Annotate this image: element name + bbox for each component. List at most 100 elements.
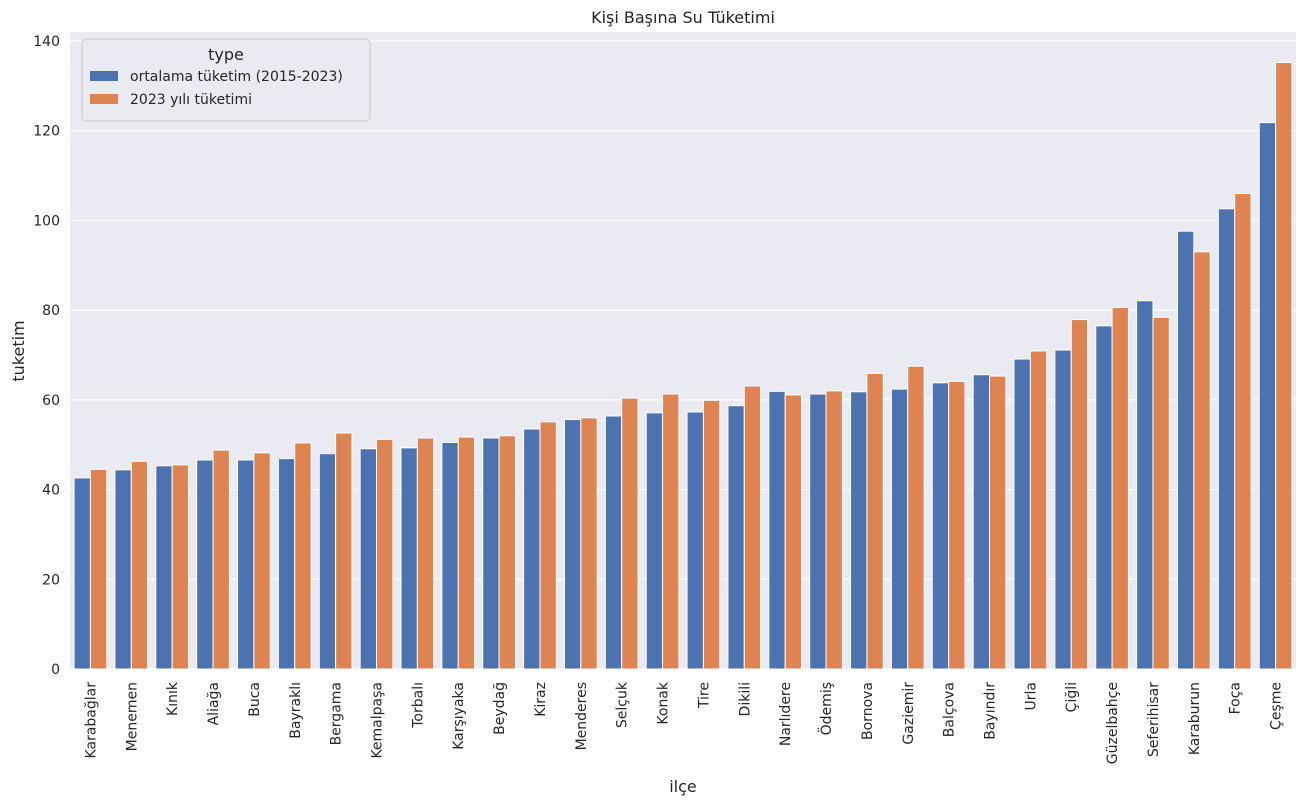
bar-series-0-6 bbox=[318, 453, 337, 670]
bar-series-1-15 bbox=[702, 399, 721, 670]
x-tick-label: Menemen bbox=[124, 682, 140, 751]
x-tick-label: Çeşme bbox=[1269, 682, 1285, 730]
x-tick-label: Balçova bbox=[942, 682, 958, 737]
bar-series-1-20 bbox=[907, 365, 925, 670]
x-tick-label: Aliağa bbox=[206, 682, 222, 725]
x-tick-label: Çiğli bbox=[1064, 682, 1080, 712]
y-axis-title: tuketim bbox=[9, 320, 28, 381]
bar-series-0-14 bbox=[645, 412, 664, 670]
bar-series-1-3 bbox=[212, 449, 230, 670]
x-tick-label: Tire bbox=[696, 682, 712, 709]
bar-series-0-29 bbox=[1258, 122, 1277, 670]
bar-series-0-26 bbox=[1136, 300, 1154, 670]
x-tick-label: Buca bbox=[247, 682, 263, 717]
y-axis: 0 20 40 60 80 100 120 140 bbox=[33, 34, 60, 678]
x-tick-label: Menderes bbox=[574, 682, 590, 750]
x-tick-label: Bayraklı bbox=[288, 682, 304, 739]
legend-title: type bbox=[208, 45, 244, 64]
bar-series-0-12 bbox=[563, 419, 582, 670]
bar-series-1-27 bbox=[1193, 251, 1211, 670]
x-tick-label: Konak bbox=[656, 681, 672, 725]
y-tick-label: 120 bbox=[33, 124, 60, 140]
legend-swatch-series-1 bbox=[90, 94, 118, 104]
bar-series-0-28 bbox=[1217, 208, 1236, 670]
bar-series-1-29 bbox=[1275, 62, 1293, 670]
bar-series-1-14 bbox=[662, 393, 680, 670]
bar-series-1-7 bbox=[376, 438, 394, 670]
bar-series-0-2 bbox=[155, 465, 173, 670]
bar-series-0-17 bbox=[768, 390, 786, 670]
bar-series-1-12 bbox=[580, 417, 598, 670]
bar-series-0-8 bbox=[400, 447, 418, 670]
bar-series-0-10 bbox=[482, 437, 500, 670]
legend-label-series-1: 2023 yılı tüketimi bbox=[130, 92, 252, 108]
x-tick-label: Beydağ bbox=[492, 682, 508, 735]
x-tick-label: Gaziemir bbox=[901, 682, 917, 745]
x-tick-label: Torbalı bbox=[410, 682, 426, 729]
bar-series-1-28 bbox=[1234, 193, 1252, 670]
x-tick-label: Urla bbox=[1023, 682, 1039, 710]
y-tick-label: 80 bbox=[42, 303, 60, 319]
bar-series-1-19 bbox=[866, 372, 884, 670]
y-tick-label: 20 bbox=[42, 572, 60, 588]
bar-series-0-19 bbox=[850, 391, 868, 670]
x-tick-label: Narlıdere bbox=[778, 682, 794, 746]
bar-series-0-22 bbox=[972, 374, 990, 670]
bar-series-0-3 bbox=[196, 459, 214, 670]
bar-series-0-7 bbox=[359, 448, 377, 670]
bar-series-0-5 bbox=[277, 458, 296, 670]
bar-series-0-20 bbox=[890, 388, 909, 670]
bar-series-0-13 bbox=[604, 415, 623, 670]
bar-series-0-25 bbox=[1095, 325, 1113, 670]
x-tick-label: Karşıyaka bbox=[451, 682, 467, 750]
bar-series-1-5 bbox=[294, 442, 312, 670]
bar-series-1-11 bbox=[539, 421, 557, 670]
bar-series-0-15 bbox=[686, 411, 704, 670]
y-tick-label: 60 bbox=[42, 393, 60, 409]
x-tick-label: Kiraz bbox=[533, 682, 549, 717]
x-tick-label: Karabağlar bbox=[83, 682, 99, 759]
x-tick-label: Foça bbox=[1228, 682, 1244, 714]
bar-series-1-16 bbox=[743, 385, 762, 670]
y-tick-label: 140 bbox=[33, 34, 60, 50]
chart-title: Kişi Başına Su Tüketimi bbox=[591, 8, 775, 27]
bar-series-1-6 bbox=[335, 432, 353, 670]
bar-series-0-9 bbox=[441, 441, 459, 670]
plot-area bbox=[70, 32, 1296, 669]
x-tick-label: Bayındır bbox=[983, 682, 999, 740]
x-tick-label: Güzelbahçe bbox=[1105, 682, 1121, 764]
bar-series-1-18 bbox=[825, 390, 843, 670]
bar-series-1-0 bbox=[89, 468, 108, 670]
legend-label-series-0: ortalama tüketim (2015-2023) bbox=[130, 69, 343, 85]
y-tick-label: 100 bbox=[33, 213, 60, 229]
bar-series-0-18 bbox=[809, 393, 827, 670]
bar-series-1-25 bbox=[1111, 306, 1129, 670]
bar-series-1-24 bbox=[1070, 319, 1089, 670]
x-tick-label: Kınık bbox=[165, 681, 181, 716]
x-tick-label: Karaburun bbox=[1187, 682, 1203, 755]
x-axis-title: ilçe bbox=[669, 777, 697, 796]
y-tick-label: 40 bbox=[42, 483, 60, 499]
x-tick-label: Selçuk bbox=[615, 681, 631, 728]
bar-series-1-23 bbox=[1029, 350, 1048, 670]
bar-series-0-21 bbox=[931, 382, 950, 670]
x-tick-label: Kemalpaşa bbox=[370, 682, 386, 759]
bar-series-0-23 bbox=[1013, 358, 1031, 670]
legend-frame bbox=[81, 38, 371, 122]
bar-series-0-27 bbox=[1176, 230, 1195, 670]
bar-series-1-8 bbox=[416, 437, 435, 670]
bar-series-0-24 bbox=[1054, 349, 1072, 670]
bars bbox=[73, 62, 1293, 670]
legend: type ortalama tüketim (2015-2023) 2023 y… bbox=[81, 38, 371, 122]
bar-series-1-1 bbox=[130, 460, 149, 670]
x-axis: Karabağlar Menemen Kınık Aliağa Buca Bayraklı… bbox=[83, 681, 1284, 764]
bar-series-1-26 bbox=[1152, 316, 1170, 670]
bar-series-0-1 bbox=[114, 469, 132, 670]
y-tick-label: 0 bbox=[51, 662, 60, 678]
legend-swatch-series-0 bbox=[90, 71, 118, 81]
x-tick-label: Bergama bbox=[329, 682, 345, 745]
bar-series-0-4 bbox=[237, 459, 255, 670]
bar-series-0-11 bbox=[523, 428, 541, 670]
x-tick-label: Seferihisar bbox=[1146, 682, 1162, 757]
